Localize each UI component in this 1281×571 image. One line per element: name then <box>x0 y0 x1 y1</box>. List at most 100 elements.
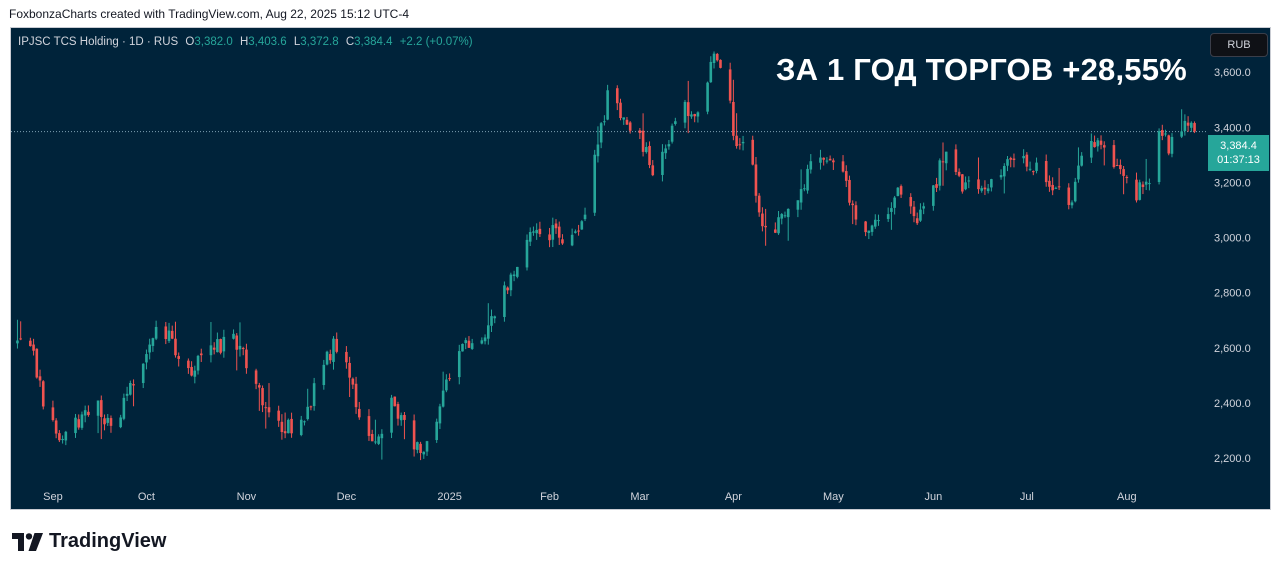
candle <box>196 354 200 375</box>
y-tick-label: 2,200.0 <box>1214 453 1251 465</box>
candle <box>506 286 509 295</box>
candle <box>354 376 358 414</box>
last-price-value: 3,384.4 <box>1220 140 1257 152</box>
candle <box>1057 167 1061 191</box>
candle <box>990 178 993 192</box>
tradingview-logo[interactable]: TradingView <box>12 530 166 553</box>
candle <box>280 414 284 440</box>
high-label: H <box>239 36 249 48</box>
chart-pane[interactable]: 2,200.0 2,400.0 2,600.0 2,800.0 3,000.0 3,200… <box>10 27 1271 510</box>
candle <box>1054 186 1058 189</box>
candle <box>1035 157 1038 174</box>
candle <box>154 320 158 341</box>
candle <box>864 220 867 237</box>
candle <box>693 113 696 123</box>
candle <box>377 434 380 446</box>
candle <box>583 207 587 222</box>
candle <box>238 322 242 357</box>
symbol-legend[interactable]: IPJSC TCS Holding · 1D · RUS O3,382.0 H3… <box>18 36 473 48</box>
candle <box>1022 149 1025 164</box>
candle <box>777 210 780 235</box>
candle <box>1096 137 1100 152</box>
candle <box>1161 124 1164 141</box>
candle <box>283 412 287 439</box>
candle <box>719 59 722 69</box>
symbol-name[interactable]: IPJSC TCS Holding · 1D · RUS <box>18 36 179 48</box>
candle <box>848 175 851 206</box>
last-price-tag: 3,384.4 01:37:13 <box>1208 135 1269 171</box>
candle <box>1119 159 1122 175</box>
x-tick-label: Aug <box>1117 491 1137 503</box>
candle <box>367 409 371 441</box>
candle <box>245 343 248 374</box>
currency-button[interactable]: RUB <box>1210 33 1268 57</box>
x-tick-label: Jul <box>1020 491 1034 503</box>
candle <box>403 411 406 440</box>
candle <box>464 337 468 350</box>
candle <box>216 332 219 353</box>
candle <box>554 219 558 234</box>
candle <box>483 334 487 345</box>
x-tick-label: Apr <box>725 491 742 503</box>
high-value: 3,403.6 <box>248 36 287 48</box>
candle <box>757 193 761 217</box>
candle <box>690 111 693 119</box>
candle <box>674 117 677 126</box>
candle <box>735 113 738 149</box>
candlestick-chart[interactable]: 2,200.0 2,400.0 2,600.0 2,800.0 3,000.0 3,200… <box>11 28 1270 509</box>
candle <box>799 169 803 210</box>
candle <box>322 359 326 390</box>
candle <box>628 121 632 134</box>
candle <box>390 394 393 439</box>
candle <box>944 151 948 171</box>
candle <box>351 377 355 389</box>
candle <box>890 202 893 230</box>
candle <box>912 200 916 223</box>
candle <box>1186 116 1190 132</box>
candle <box>512 270 516 282</box>
candle <box>961 173 964 194</box>
candle <box>754 157 758 203</box>
candle <box>264 401 268 429</box>
candle <box>490 309 493 332</box>
candle <box>374 419 377 445</box>
candle <box>212 342 216 355</box>
candle <box>170 325 174 340</box>
candle <box>509 272 513 297</box>
candle <box>638 128 642 140</box>
candle <box>1080 152 1083 167</box>
candle <box>577 224 580 236</box>
candle <box>844 165 848 188</box>
candle <box>606 84 609 121</box>
candle <box>551 217 555 248</box>
y-tick-label: 2,400.0 <box>1214 398 1251 410</box>
y-tick-label: 3,200.0 <box>1214 177 1251 189</box>
candle <box>751 135 755 166</box>
candle <box>599 121 603 149</box>
candle <box>922 202 925 215</box>
candle <box>1070 200 1074 209</box>
candle <box>999 169 1003 180</box>
candle <box>1167 134 1171 156</box>
candle <box>696 111 700 123</box>
candle <box>667 140 671 150</box>
candle <box>593 149 597 216</box>
candle <box>867 230 871 240</box>
candle <box>1067 183 1071 210</box>
candle <box>825 157 829 164</box>
candle <box>503 281 506 322</box>
candles <box>16 51 1196 461</box>
candle <box>1044 154 1048 187</box>
candle <box>1112 139 1116 169</box>
candle <box>345 346 348 369</box>
candle <box>899 184 903 198</box>
candle <box>932 184 935 211</box>
candle <box>1077 147 1080 183</box>
x-tick-label: Mar <box>630 491 649 503</box>
x-tick-label: Dec <box>337 491 357 503</box>
candle <box>580 220 584 230</box>
x-tick-label: May <box>823 491 844 503</box>
candle <box>1048 175 1051 192</box>
candle <box>303 420 306 426</box>
y-tick-label: 3,600.0 <box>1214 67 1251 79</box>
